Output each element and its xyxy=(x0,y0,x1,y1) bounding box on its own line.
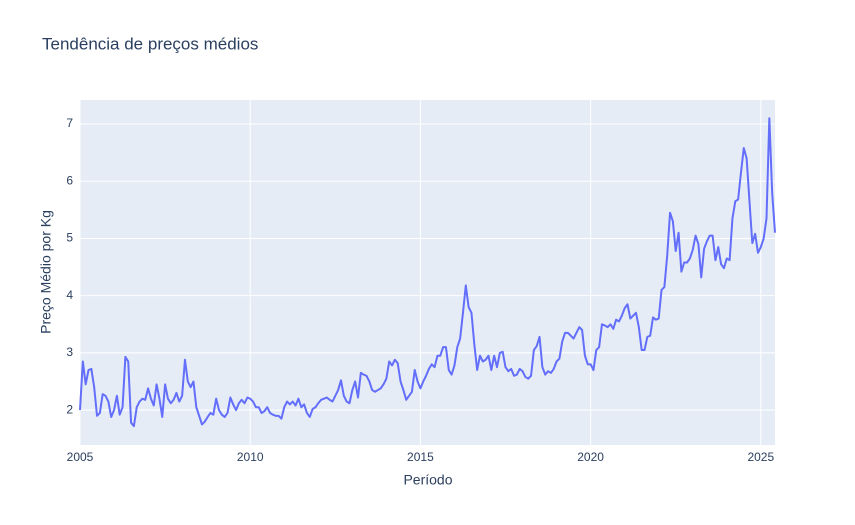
y-tick-label: 3 xyxy=(66,345,73,359)
x-tick-label: 2005 xyxy=(67,450,94,464)
y-tick-label: 5 xyxy=(66,231,73,245)
y-tick-label: 7 xyxy=(66,116,73,130)
x-tick-label: 2015 xyxy=(407,450,434,464)
x-tick-label: 2020 xyxy=(577,450,604,464)
line-series xyxy=(79,117,776,428)
x-tick-label: 2025 xyxy=(747,450,774,464)
plot-area xyxy=(80,100,775,445)
chart-title: Tendência de preços médios xyxy=(42,34,258,53)
x-axis-label: Período xyxy=(403,472,452,488)
y-tick-label: 6 xyxy=(66,173,73,187)
x-tick-label: 2010 xyxy=(237,450,264,464)
y-tick-label: 4 xyxy=(66,288,73,302)
y-axis-label: Preço Médio por Kg xyxy=(38,210,54,334)
y-tick-label: 2 xyxy=(66,402,73,416)
